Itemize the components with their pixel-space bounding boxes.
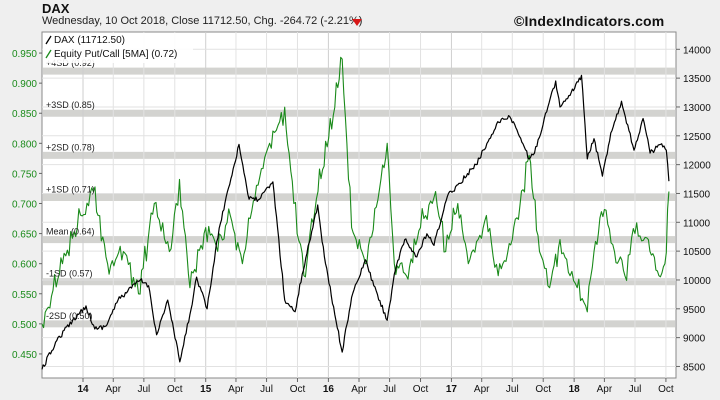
right-tick-label: 8500 xyxy=(683,362,706,373)
right-tick-label: 14000 xyxy=(683,45,711,56)
x-tick-label: Jul xyxy=(137,384,150,395)
x-tick-label: Oct xyxy=(535,384,551,395)
right-tick-label: 11500 xyxy=(683,189,711,200)
right-tick-label: 13500 xyxy=(683,74,711,85)
left-tick-label: 0.450 xyxy=(12,350,37,361)
right-tick-label: 13000 xyxy=(683,103,711,114)
x-tick-label: Oct xyxy=(413,384,429,395)
legend-box xyxy=(43,33,193,63)
x-tick-label: Apr xyxy=(474,384,490,395)
sd-band-label: -1SD (0.57) xyxy=(46,269,93,279)
dax-series-line xyxy=(41,74,670,370)
left-tick-label: 0.750 xyxy=(12,169,37,180)
sd-band-label: +1SD (0.71) xyxy=(46,184,95,194)
right-tick-label: 9500 xyxy=(683,305,706,316)
left-tick-label: 0.800 xyxy=(12,139,37,150)
x-tick-label: Apr xyxy=(351,384,367,395)
x-tick-label: Jul xyxy=(260,384,273,395)
x-tick-label: Apr xyxy=(228,384,244,395)
x-tick-label: 15 xyxy=(200,384,212,395)
sd-band-label: +4SD (0.92) xyxy=(46,58,95,68)
x-tick-label: Jul xyxy=(383,384,396,395)
left-tick-label: 0.700 xyxy=(12,199,37,210)
left-tick-label: 0.600 xyxy=(12,260,37,271)
right-tick-label: 12500 xyxy=(683,132,711,143)
right-tick-label: 10000 xyxy=(683,276,711,287)
legend-entry: Equity Put/Call [5MA] (0.72) xyxy=(54,49,177,60)
sd-band-label: +2SD (0.78) xyxy=(46,142,95,152)
x-tick-label: 16 xyxy=(323,384,335,395)
chart-title: DAX xyxy=(42,1,70,16)
sd-band-label: Mean (0.64) xyxy=(46,227,95,237)
x-tick-label: Oct xyxy=(290,384,306,395)
left-tick-label: 0.900 xyxy=(12,79,37,90)
brand-watermark: ©IndexIndicators.com xyxy=(514,13,665,29)
chart-subtitle: Wednesday, 10 Oct 2018, Close 11712.50, … xyxy=(42,15,363,27)
right-tick-label: 9000 xyxy=(683,334,706,345)
x-tick-label: 17 xyxy=(446,384,458,395)
x-tick-label: Oct xyxy=(167,384,183,395)
x-tick-label: Apr xyxy=(597,384,613,395)
x-tick-label: 18 xyxy=(569,384,581,395)
x-tick-label: Jul xyxy=(506,384,519,395)
right-tick-label: 12000 xyxy=(683,161,711,172)
left-tick-label: 0.850 xyxy=(12,109,37,120)
x-tick-label: Oct xyxy=(658,384,674,395)
putcall-series-line xyxy=(41,56,670,329)
legend-entry: DAX (11712.50) xyxy=(54,35,125,46)
legend-swatch xyxy=(45,49,52,59)
right-tick-label: 11000 xyxy=(683,218,711,229)
left-tick-label: 0.500 xyxy=(12,320,37,331)
sd-band-label: +3SD (0.85) xyxy=(46,100,95,110)
down-arrow-icon xyxy=(352,19,362,26)
left-tick-label: 0.650 xyxy=(12,230,37,241)
x-tick-label: Jul xyxy=(629,384,642,395)
left-tick-label: 0.950 xyxy=(12,49,37,60)
x-tick-label: Apr xyxy=(105,384,121,395)
x-tick-label: 14 xyxy=(77,384,89,395)
right-tick-label: 10500 xyxy=(683,247,711,258)
legend-swatch xyxy=(45,35,52,45)
sd-band-label: -2SD (0.50) xyxy=(46,311,93,321)
left-tick-label: 0.550 xyxy=(12,290,37,301)
